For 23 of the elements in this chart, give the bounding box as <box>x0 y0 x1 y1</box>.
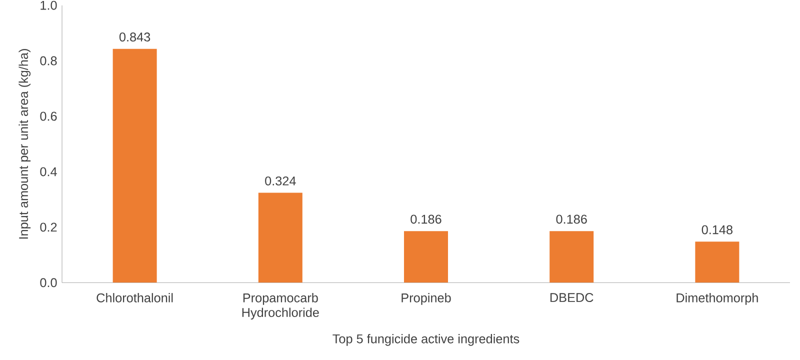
data-label: 0.148 <box>702 225 732 234</box>
y-tick-label: 0.6 <box>40 112 57 121</box>
data-label: 0.843 <box>119 32 150 42</box>
y-tick-label: 1.0 <box>40 0 57 10</box>
y-tick-label: 0.2 <box>40 222 57 232</box>
y-axis-title: Input amount per unit area (kg/ha) <box>18 49 31 239</box>
x-tick-label: DBEDC <box>550 293 594 302</box>
x-tick-label: Propineb <box>402 293 451 305</box>
x-tick-label: Dimethomorph <box>676 293 758 305</box>
bar <box>112 48 157 283</box>
y-tick-label: 0.4 <box>40 167 57 176</box>
bar <box>550 231 594 283</box>
data-label: 0.186 <box>410 214 442 224</box>
x-tick-label: Chlorothalonil <box>96 293 173 302</box>
x-axis-title: Top 5 fungicide active ingredients <box>332 334 520 346</box>
bar <box>695 242 740 283</box>
data-label: 0.186 <box>556 214 587 224</box>
bar <box>404 231 448 283</box>
data-label: 0.324 <box>265 176 296 186</box>
bar <box>258 192 302 283</box>
y-tick-label: 0.0 <box>40 278 57 288</box>
y-tick-label: 0.8 <box>40 56 57 66</box>
x-tick-label: Propamocarb Hydrochloride <box>242 293 319 320</box>
